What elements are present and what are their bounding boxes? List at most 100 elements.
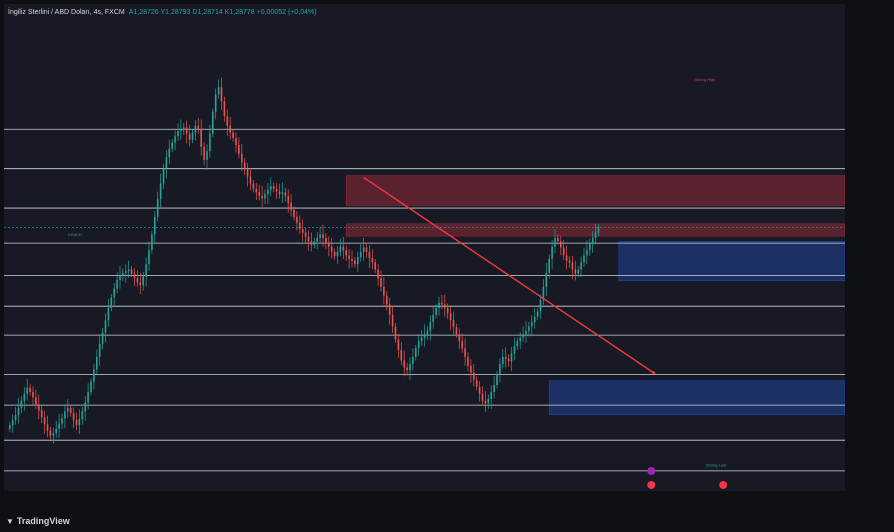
candle-body xyxy=(246,169,249,177)
candle-body xyxy=(319,234,321,238)
candle-body xyxy=(162,168,165,184)
candle-body xyxy=(374,262,376,270)
candle-body xyxy=(29,387,31,393)
candle-body xyxy=(214,94,217,112)
candle-body xyxy=(188,133,191,140)
candle-body xyxy=(113,288,115,298)
candle-body xyxy=(107,307,110,321)
candle-body xyxy=(461,341,463,349)
candle-body xyxy=(455,327,458,335)
symbol-title[interactable]: İngiliz Sterlini / ABD Doları, 4s, FXCM xyxy=(8,8,125,16)
candle-body xyxy=(171,142,173,149)
candle-body xyxy=(130,269,133,274)
zone-red-0 xyxy=(345,175,846,206)
price-axis[interactable] xyxy=(845,4,894,491)
candle-body xyxy=(287,195,289,203)
candle-body xyxy=(586,250,588,256)
candle-body xyxy=(61,418,63,424)
candle-body xyxy=(72,413,75,421)
candle-body xyxy=(272,186,275,189)
candle-body xyxy=(470,365,472,373)
candle-body xyxy=(516,341,519,347)
candle-body xyxy=(345,250,347,256)
annotation-label-2: Strong Low xyxy=(706,462,726,467)
chart-plot-area[interactable] xyxy=(4,4,845,491)
candle-body xyxy=(510,353,513,362)
candle-body xyxy=(496,374,498,386)
candle-body xyxy=(200,129,202,147)
candle-body xyxy=(557,237,559,242)
candle-body xyxy=(365,247,368,252)
candle-body xyxy=(270,186,272,190)
candle-body xyxy=(307,236,310,242)
candle-body xyxy=(397,339,400,350)
candle-body xyxy=(574,269,577,274)
candle-body xyxy=(43,417,46,425)
candle-body xyxy=(119,275,121,280)
candle-body xyxy=(304,232,307,237)
candle-body xyxy=(444,304,446,308)
candle-body xyxy=(452,320,455,328)
candle-body xyxy=(191,132,194,140)
candle-body xyxy=(252,183,255,189)
candle-body xyxy=(560,241,562,248)
candle-body xyxy=(136,278,139,283)
candle-body xyxy=(212,111,214,134)
candle-body xyxy=(235,138,237,146)
candle-body xyxy=(290,202,292,210)
candle-body xyxy=(513,346,516,354)
candle-body xyxy=(284,192,287,196)
candle-body xyxy=(339,246,342,252)
candle-body xyxy=(159,183,162,200)
candle-body xyxy=(229,125,231,133)
candle-body xyxy=(368,251,371,259)
candle-body xyxy=(528,326,530,331)
candle-body xyxy=(583,255,585,263)
time-axis[interactable] xyxy=(4,494,845,510)
candle-body xyxy=(554,237,556,247)
candle-body xyxy=(594,232,597,238)
candle-body xyxy=(420,337,423,342)
candle-body xyxy=(542,286,545,301)
candle-body xyxy=(238,145,240,154)
candle-body xyxy=(69,407,72,414)
candle-body xyxy=(122,272,124,276)
candle-body xyxy=(116,279,118,289)
candle-body xyxy=(548,258,550,273)
candle-body xyxy=(35,397,37,405)
candle-body xyxy=(481,393,484,401)
candle-body xyxy=(406,367,408,371)
zone-blue-3 xyxy=(548,380,846,416)
candle-body xyxy=(504,356,507,359)
candle-body xyxy=(255,188,258,193)
candle-body xyxy=(23,393,26,401)
candle-body xyxy=(458,334,461,342)
brand-label: TradingView xyxy=(16,516,70,526)
candle-body xyxy=(589,243,591,251)
candle-body xyxy=(412,356,414,364)
candle-body xyxy=(316,237,318,242)
candle-body xyxy=(577,269,579,274)
candle-body xyxy=(93,369,95,382)
candle-body xyxy=(322,234,324,238)
candle-body xyxy=(180,129,182,132)
candle-body xyxy=(226,116,229,126)
tradingview-logo[interactable]: ▼ TradingView xyxy=(6,516,70,526)
candle-body xyxy=(241,153,243,163)
candle-body xyxy=(348,255,350,259)
candle-body xyxy=(441,302,443,305)
candle-body xyxy=(185,127,188,134)
candle-body xyxy=(168,148,171,158)
candle-body xyxy=(58,423,60,429)
candle-body xyxy=(98,343,101,357)
candle-body xyxy=(336,251,339,257)
candle-body xyxy=(539,300,542,312)
candle-body xyxy=(371,258,374,263)
footer: ▼ TradingView xyxy=(0,512,894,532)
candle-body xyxy=(449,313,452,321)
tv-icon: ▼ xyxy=(6,516,14,526)
candle-body xyxy=(383,286,385,296)
candle-body xyxy=(55,428,57,434)
candle-body xyxy=(394,326,397,340)
